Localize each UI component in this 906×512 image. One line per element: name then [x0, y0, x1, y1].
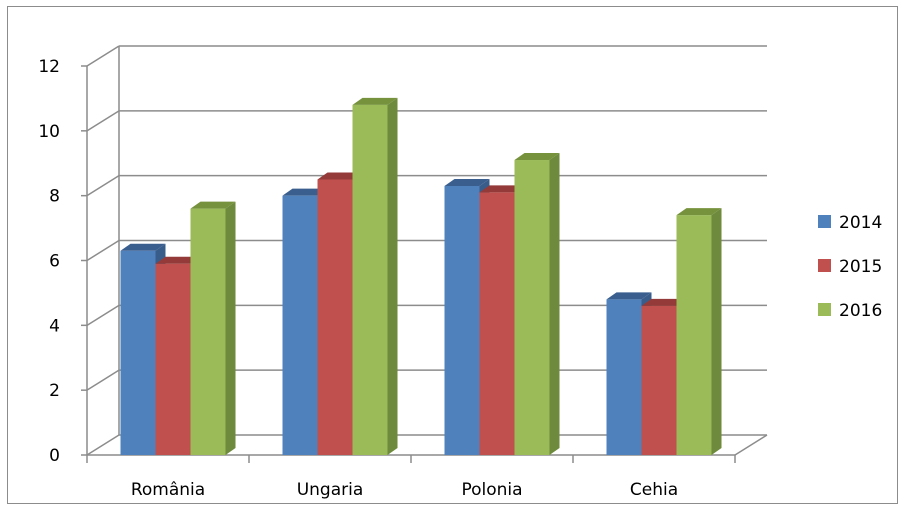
legend-label: 2015 — [839, 257, 882, 277]
bar-top — [479, 185, 525, 193]
gridline-side — [86, 175, 120, 197]
bar-side — [225, 201, 236, 455]
x-tick-label: Cehia — [630, 480, 678, 500]
legend-label: 2016 — [839, 301, 882, 321]
y-tick-label: 2 — [49, 381, 60, 401]
bar — [606, 299, 642, 455]
y-tick-label: 0 — [49, 446, 60, 466]
x-tick-label: România — [131, 480, 205, 500]
legend-swatch — [818, 259, 831, 272]
bar-top — [676, 208, 722, 216]
bar — [352, 104, 388, 456]
gridline-side — [86, 369, 120, 391]
legend-label: 2014 — [839, 213, 882, 233]
gridline-side — [86, 434, 120, 456]
bar-top — [352, 97, 398, 105]
bar-top — [606, 292, 652, 300]
bar-side — [711, 208, 722, 455]
bar-side — [387, 97, 398, 456]
bar-top — [514, 153, 560, 161]
y-tick-label: 8 — [49, 187, 60, 207]
bar — [155, 263, 191, 455]
y-tick-label: 4 — [49, 316, 60, 336]
legend-swatch — [818, 303, 831, 316]
bar — [514, 160, 550, 455]
bar-side — [549, 153, 560, 455]
bar-top — [641, 298, 687, 306]
bar — [190, 208, 226, 455]
x-tick-label: Polonia — [461, 480, 522, 500]
bar-top — [317, 172, 363, 180]
bar-top — [282, 188, 328, 196]
bar-top — [444, 178, 490, 186]
legend-swatch — [818, 215, 831, 228]
bar — [317, 179, 353, 456]
bar — [282, 195, 318, 455]
bar-top — [120, 243, 166, 251]
gridline-side — [86, 239, 120, 262]
bar — [444, 185, 480, 456]
bar — [120, 250, 156, 455]
y-tick-label: 6 — [49, 252, 60, 272]
bar-top — [155, 256, 201, 264]
gridline-side — [86, 45, 120, 67]
bar-top — [190, 201, 236, 209]
bar — [641, 305, 677, 455]
y-tick-label: 10 — [38, 122, 60, 142]
y-tick-label: 12 — [38, 57, 60, 77]
floor-edge — [734, 434, 768, 456]
bar — [479, 192, 515, 456]
gridline-side — [86, 110, 120, 132]
gridline-side — [86, 304, 120, 326]
bar — [676, 215, 712, 455]
x-tick-label: Ungaria — [297, 480, 364, 500]
